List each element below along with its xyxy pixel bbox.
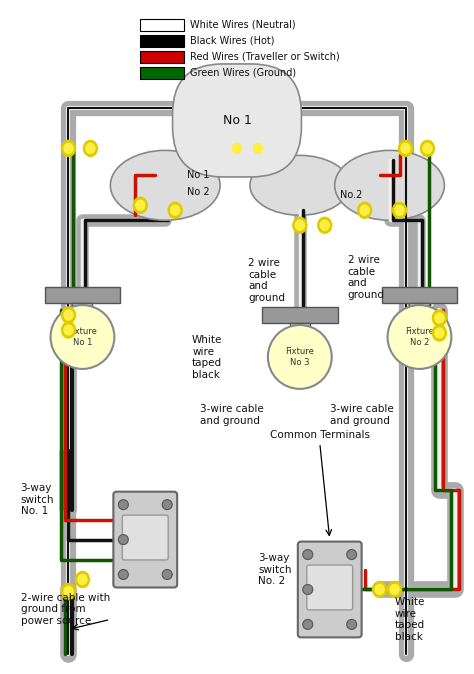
Ellipse shape xyxy=(295,220,304,231)
Text: White Wires (Neutral): White Wires (Neutral) xyxy=(190,20,296,30)
Text: 2-wire cable with
ground from
power source: 2-wire cable with ground from power sour… xyxy=(21,593,110,626)
Text: 2 wire
cable
and
ground: 2 wire cable and ground xyxy=(347,255,385,300)
Ellipse shape xyxy=(318,217,332,233)
FancyBboxPatch shape xyxy=(113,491,177,588)
Ellipse shape xyxy=(254,144,263,154)
Circle shape xyxy=(303,549,313,559)
Bar xyxy=(140,67,184,79)
Text: Red Wires (Traveller or Switch): Red Wires (Traveller or Switch) xyxy=(190,52,340,61)
Text: Fixture
No 1: Fixture No 1 xyxy=(68,328,97,346)
Text: No 1: No 1 xyxy=(187,171,210,181)
Ellipse shape xyxy=(136,200,145,210)
Ellipse shape xyxy=(62,584,75,599)
Ellipse shape xyxy=(399,140,412,156)
Circle shape xyxy=(162,499,172,510)
Ellipse shape xyxy=(64,325,73,335)
Ellipse shape xyxy=(171,206,180,215)
Circle shape xyxy=(118,570,128,580)
Ellipse shape xyxy=(62,322,75,338)
Circle shape xyxy=(118,534,128,545)
Text: 3-way
switch
No. 2: 3-way switch No. 2 xyxy=(258,553,292,586)
Text: 3-wire cable
and ground: 3-wire cable and ground xyxy=(330,404,393,426)
Text: Black Wires (Hot): Black Wires (Hot) xyxy=(190,36,274,46)
FancyBboxPatch shape xyxy=(298,542,362,638)
Ellipse shape xyxy=(360,206,369,215)
Circle shape xyxy=(303,619,313,630)
Text: 3-way
switch
No. 1: 3-way switch No. 1 xyxy=(21,483,54,516)
Ellipse shape xyxy=(388,582,401,597)
Ellipse shape xyxy=(78,574,87,584)
FancyBboxPatch shape xyxy=(122,515,168,560)
Ellipse shape xyxy=(373,582,387,597)
Bar xyxy=(140,19,184,30)
Text: Fixture
No 3: Fixture No 3 xyxy=(285,347,314,367)
Ellipse shape xyxy=(335,150,445,220)
Ellipse shape xyxy=(395,206,404,215)
Ellipse shape xyxy=(435,313,444,323)
Bar xyxy=(382,287,457,303)
Text: Common Terminals: Common Terminals xyxy=(270,430,370,440)
Ellipse shape xyxy=(230,140,244,156)
Ellipse shape xyxy=(233,144,241,154)
Circle shape xyxy=(51,305,114,369)
Bar xyxy=(140,51,184,63)
Ellipse shape xyxy=(62,140,75,156)
Circle shape xyxy=(388,305,451,369)
Ellipse shape xyxy=(320,220,329,231)
Text: 3-wire cable
and ground: 3-wire cable and ground xyxy=(200,404,264,426)
Bar xyxy=(290,323,310,335)
Ellipse shape xyxy=(423,144,432,154)
Text: Fixture
No 2: Fixture No 2 xyxy=(405,328,434,346)
Text: No 2: No 2 xyxy=(187,187,210,197)
Ellipse shape xyxy=(293,217,307,233)
Ellipse shape xyxy=(62,307,75,323)
Ellipse shape xyxy=(64,310,73,320)
Ellipse shape xyxy=(133,197,147,213)
Bar xyxy=(45,287,120,303)
Bar xyxy=(262,307,337,323)
Ellipse shape xyxy=(110,150,220,220)
Text: White
wire
taped
black: White wire taped black xyxy=(394,597,425,642)
Ellipse shape xyxy=(358,202,372,218)
Text: White
wire
taped
black: White wire taped black xyxy=(192,335,222,380)
Circle shape xyxy=(303,584,313,594)
Text: Green Wires (Ground): Green Wires (Ground) xyxy=(190,67,296,78)
Circle shape xyxy=(268,325,332,389)
Bar xyxy=(410,303,429,315)
Ellipse shape xyxy=(75,572,90,588)
Ellipse shape xyxy=(168,202,182,218)
Ellipse shape xyxy=(420,140,434,156)
Ellipse shape xyxy=(86,144,95,154)
Ellipse shape xyxy=(250,156,350,215)
Ellipse shape xyxy=(64,144,73,154)
Circle shape xyxy=(346,619,356,630)
Ellipse shape xyxy=(251,140,265,156)
Text: No 1: No 1 xyxy=(223,114,251,127)
Text: No.2: No.2 xyxy=(340,190,362,200)
Ellipse shape xyxy=(375,584,384,594)
Circle shape xyxy=(118,499,128,510)
Circle shape xyxy=(162,570,172,580)
FancyBboxPatch shape xyxy=(307,565,353,610)
Ellipse shape xyxy=(64,586,73,596)
Ellipse shape xyxy=(432,325,447,341)
Circle shape xyxy=(346,549,356,559)
Bar xyxy=(140,34,184,47)
Ellipse shape xyxy=(432,310,447,326)
Text: 2 wire
cable
and
ground: 2 wire cable and ground xyxy=(248,258,285,303)
Ellipse shape xyxy=(83,140,98,156)
Ellipse shape xyxy=(435,328,444,338)
Ellipse shape xyxy=(392,202,407,218)
Ellipse shape xyxy=(390,584,399,594)
Ellipse shape xyxy=(401,144,410,154)
Bar xyxy=(73,303,92,315)
